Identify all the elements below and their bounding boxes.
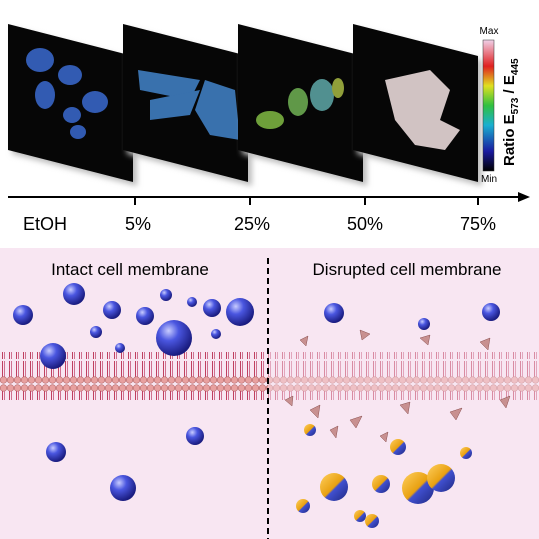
label-part: / E: [501, 75, 518, 98]
blue-spheres: [13, 283, 500, 501]
image-panel: [8, 24, 133, 182]
label-sub: 445: [510, 58, 521, 75]
image-panels: [8, 24, 482, 186]
colorbar-max: Max: [480, 26, 499, 37]
colorbar: [482, 39, 495, 172]
colorbar-label: Ratio E573 / E445: [501, 58, 521, 166]
axis-label: 25%: [234, 214, 270, 234]
arrow-head: [518, 192, 530, 202]
axis-label: 50%: [347, 214, 383, 234]
axis-label: 75%: [460, 214, 496, 234]
disrupted-membrane: [268, 352, 539, 400]
axis-label: 5%: [125, 214, 151, 234]
colorbar-min: Min: [481, 174, 497, 185]
label-part: Ratio E: [501, 114, 518, 166]
cells: [26, 48, 108, 139]
panel-title: Intact cell membrane: [51, 260, 209, 279]
panel-title: Disrupted cell membrane: [313, 260, 502, 279]
cells: [256, 78, 344, 129]
cells: [138, 70, 240, 140]
aggregated-spheres: [296, 424, 472, 528]
cells: [385, 70, 460, 150]
label-sub: 573: [510, 97, 521, 114]
axis-ticks: [134, 197, 479, 205]
intact-membrane: [0, 352, 268, 400]
membrane-fragments: [284, 329, 511, 443]
axis-label: EtOH: [23, 214, 67, 234]
